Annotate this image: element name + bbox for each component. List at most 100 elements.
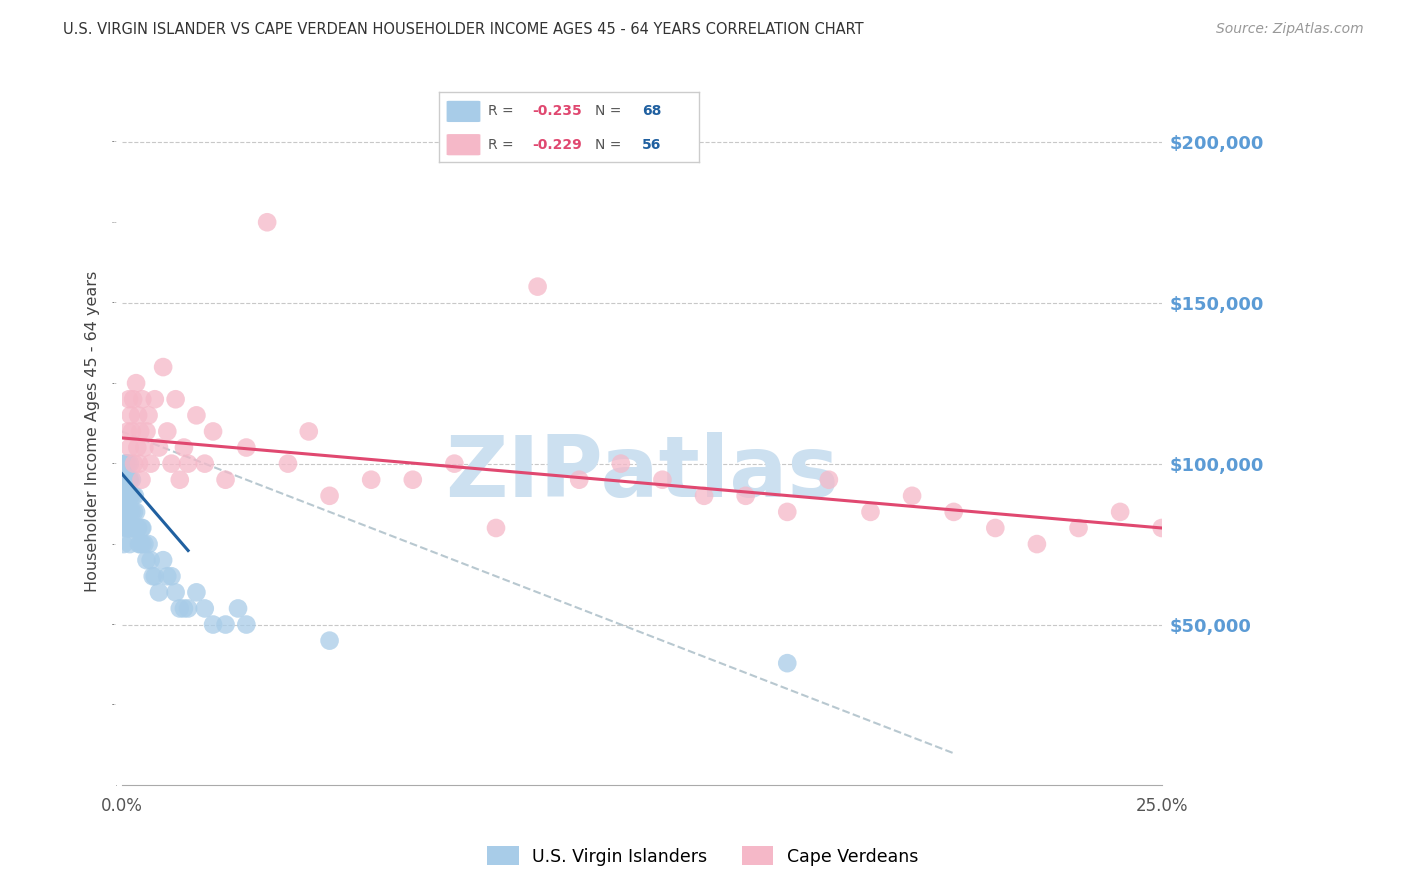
Point — [117, 425, 139, 439]
Point — [114, 457, 136, 471]
Point — [214, 617, 236, 632]
Point — [120, 489, 142, 503]
Point — [115, 473, 138, 487]
Point — [256, 215, 278, 229]
Point — [121, 473, 143, 487]
Point — [125, 376, 148, 391]
Point — [152, 360, 174, 375]
Point — [114, 457, 136, 471]
Point — [114, 473, 136, 487]
Point — [901, 489, 924, 503]
Text: U.S. VIRGIN ISLANDER VS CAPE VERDEAN HOUSEHOLDER INCOME AGES 45 - 64 YEARS CORRE: U.S. VIRGIN ISLANDER VS CAPE VERDEAN HOU… — [63, 22, 863, 37]
Point — [131, 473, 153, 487]
Point — [148, 585, 170, 599]
Point — [693, 489, 716, 503]
Point — [142, 569, 165, 583]
Point — [360, 473, 382, 487]
Point — [121, 521, 143, 535]
Text: Source: ZipAtlas.com: Source: ZipAtlas.com — [1216, 22, 1364, 37]
Point — [194, 601, 217, 615]
Point — [114, 505, 136, 519]
Point — [443, 457, 465, 471]
Point — [131, 392, 153, 407]
Point — [114, 489, 136, 503]
Point — [202, 617, 225, 632]
Point — [235, 441, 257, 455]
Point — [115, 505, 138, 519]
Point — [160, 569, 183, 583]
Point — [118, 521, 141, 535]
Point — [318, 489, 340, 503]
Point — [610, 457, 633, 471]
Point — [485, 521, 508, 535]
Point — [1025, 537, 1047, 551]
Point — [118, 473, 141, 487]
Point — [122, 505, 145, 519]
Point — [160, 457, 183, 471]
Point — [114, 521, 136, 535]
Point — [859, 505, 882, 519]
Point — [117, 457, 139, 471]
Point — [125, 505, 148, 519]
Point — [118, 473, 141, 487]
Point — [120, 521, 142, 535]
Point — [121, 505, 143, 519]
Point — [121, 425, 143, 439]
Point — [124, 489, 146, 503]
Point — [148, 441, 170, 455]
Point — [177, 457, 200, 471]
Point — [122, 457, 145, 471]
Point — [942, 505, 965, 519]
Point — [202, 425, 225, 439]
Point — [117, 505, 139, 519]
Point — [776, 656, 799, 670]
Point — [127, 521, 149, 535]
Point — [165, 585, 187, 599]
Point — [118, 489, 141, 503]
Point — [818, 473, 841, 487]
Point — [568, 473, 591, 487]
Point — [138, 537, 160, 551]
Point — [131, 521, 153, 535]
Point — [734, 489, 756, 503]
Point — [125, 521, 148, 535]
Point — [115, 457, 138, 471]
Point — [139, 457, 162, 471]
Point — [776, 505, 799, 519]
Point — [318, 633, 340, 648]
Point — [122, 521, 145, 535]
Point — [186, 409, 208, 423]
Point — [118, 392, 141, 407]
Point — [114, 473, 136, 487]
Point — [135, 553, 157, 567]
Point — [122, 521, 145, 535]
Point — [173, 441, 195, 455]
Point — [115, 489, 138, 503]
Point — [129, 537, 152, 551]
Legend: U.S. Virgin Islanders, Cape Verdeans: U.S. Virgin Islanders, Cape Verdeans — [481, 839, 925, 872]
Point — [129, 425, 152, 439]
Point — [112, 537, 135, 551]
Point — [118, 441, 141, 455]
Point — [143, 569, 166, 583]
Point — [177, 601, 200, 615]
Point — [122, 489, 145, 503]
Point — [194, 457, 217, 471]
Point — [139, 553, 162, 567]
Point — [214, 473, 236, 487]
Point — [169, 601, 191, 615]
Point — [120, 409, 142, 423]
Point — [1150, 521, 1173, 535]
Point — [128, 537, 150, 551]
Point — [156, 425, 179, 439]
Point — [127, 409, 149, 423]
Point — [984, 521, 1007, 535]
Point — [135, 425, 157, 439]
Point — [143, 392, 166, 407]
Point — [131, 537, 153, 551]
Point — [131, 521, 153, 535]
Point — [118, 457, 141, 471]
Point — [118, 505, 141, 519]
Point — [117, 473, 139, 487]
Point — [1067, 521, 1090, 535]
